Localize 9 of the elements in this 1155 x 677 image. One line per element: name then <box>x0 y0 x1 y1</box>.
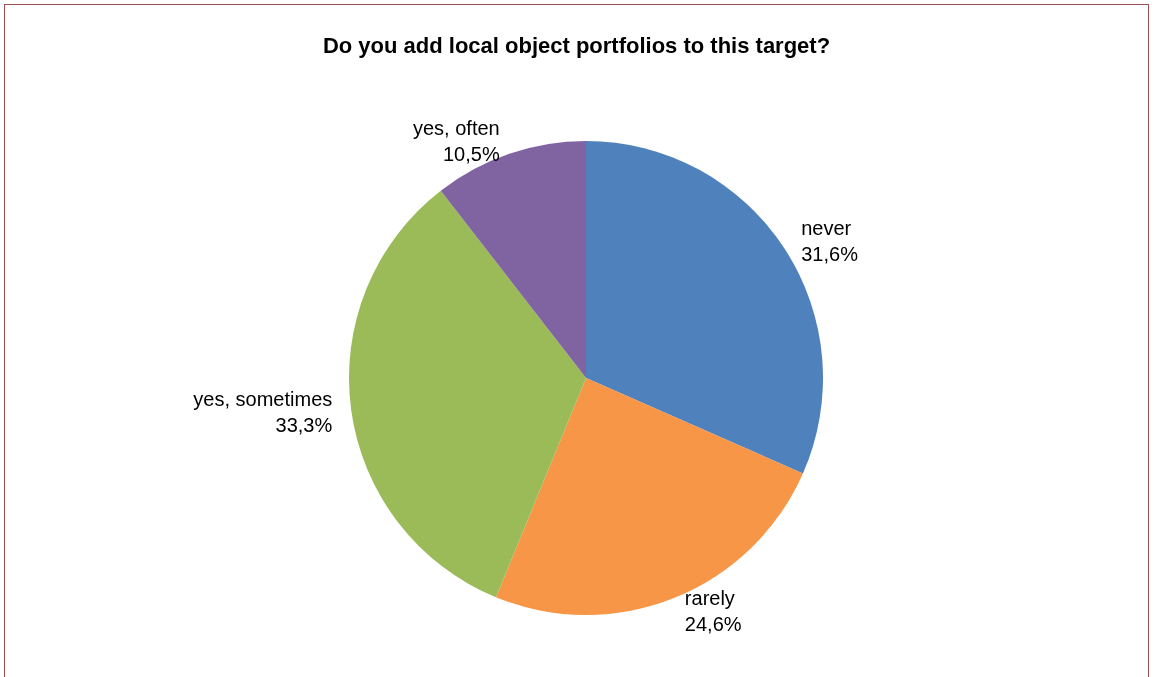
slice-label: never <box>801 216 852 239</box>
slice-label: yes, often <box>412 116 500 139</box>
data-label: 31,6% <box>801 242 859 265</box>
slice-label: yes, sometimes <box>193 387 333 410</box>
slice-label: rarely <box>684 586 735 609</box>
data-label: 10,5% <box>442 142 500 165</box>
data-label: 33,3% <box>275 413 333 436</box>
data-label: 24,6% <box>684 612 742 635</box>
chart-title: Do you add local object portfolios to this target? <box>322 32 831 58</box>
